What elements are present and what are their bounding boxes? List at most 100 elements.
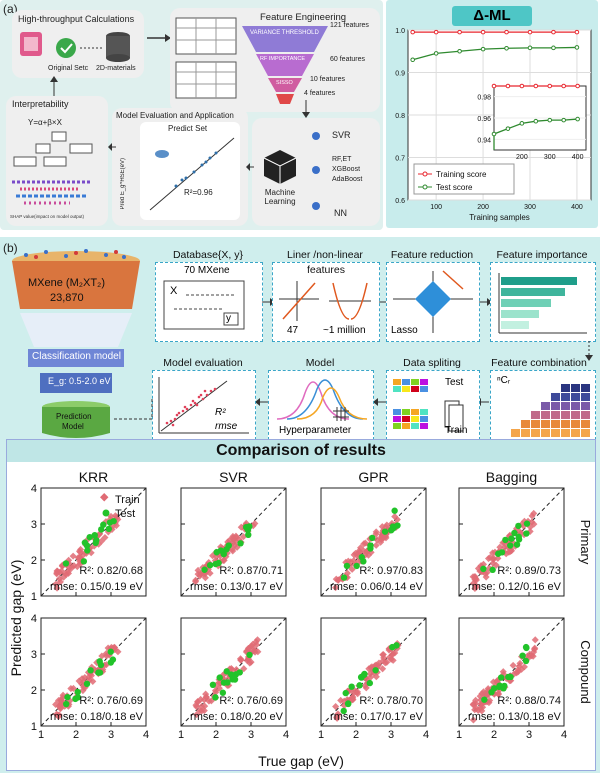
decision-tree (13, 131, 93, 167)
test-point (216, 674, 223, 681)
test-point (480, 565, 487, 573)
staircase-cell (521, 420, 530, 428)
series-point (504, 29, 509, 35)
eval-scatter (158, 377, 249, 434)
x-tick-label: 2 (491, 729, 497, 741)
arrow-left-2 (246, 163, 254, 171)
x-tick-label: 2 (73, 729, 79, 741)
x-tick-label: 1 (456, 729, 462, 741)
x-axis-label: Training samples (469, 213, 530, 222)
staircase-cell (541, 411, 550, 419)
test-point (74, 688, 81, 696)
train-point (492, 561, 500, 569)
test-point (360, 558, 367, 565)
staircase-cell (571, 393, 580, 401)
test-point (110, 517, 117, 525)
xy-sheet (163, 280, 245, 330)
y-tick-label: 3 (31, 519, 37, 531)
mxene-count: 23,870 (50, 292, 84, 304)
arrow-up-1 (50, 76, 58, 96)
test-point (109, 656, 117, 663)
series-point (457, 48, 462, 54)
interpretability-title: Interpretability (12, 99, 69, 109)
predict-set: Predict Set (168, 124, 208, 133)
ml-box: Machine Learning SVR RF,ET XGBoost AdaBo… (252, 118, 380, 226)
eval-point (197, 395, 201, 399)
x-tick-label: 3 (108, 729, 114, 741)
train-point (362, 684, 370, 692)
comparison-grid: KRR SVR GPR Bagging Primary Compound Predicted… (8, 469, 593, 769)
train-point (194, 570, 202, 578)
cube-icon (263, 150, 297, 184)
train-point (514, 666, 522, 674)
row-label-primary: Primary (578, 520, 593, 565)
x-tick-label: 400 (571, 204, 583, 211)
test-point (83, 542, 91, 549)
eval-point (181, 409, 185, 413)
classification-model: Classification model (32, 351, 121, 362)
test-point (523, 520, 531, 527)
rmse-label: rmse: 0.17/0.17 eV (330, 711, 424, 723)
test-point (381, 528, 389, 535)
series-point (433, 29, 439, 35)
test-point (62, 560, 70, 567)
test-point (481, 696, 488, 703)
x-tick-label: 1 (318, 729, 324, 741)
x-tick-label: 3 (526, 729, 532, 741)
test-point (83, 680, 91, 688)
eval-point (183, 405, 187, 409)
n1m: ~1 million (323, 325, 366, 336)
classification-bar (28, 349, 124, 367)
feature-reduction-box: Lasso (386, 262, 480, 342)
y-tick-label: 2 (31, 685, 37, 697)
fit-line (149, 137, 235, 211)
series-point (410, 57, 415, 63)
test-point (230, 674, 238, 682)
rmse-label: rmse: 0.18/0.20 eV (190, 711, 284, 723)
inset-point (519, 83, 525, 89)
eval-point (175, 413, 179, 417)
test-point (98, 526, 105, 533)
interpretability-box: Interpretability Y=α+β×X SHAP value(impa… (6, 96, 108, 226)
x-tick-label: 4 (561, 729, 567, 741)
arrow-b4 (585, 341, 593, 361)
test-point (340, 707, 347, 715)
y-tick-label: 2 (31, 555, 37, 567)
feature-engineering-box: Feature Engineering VARIANCE THRESHOLD R… (170, 8, 380, 112)
r2-label: R²: 0.82/0.68 (79, 565, 143, 577)
eg-bar (40, 373, 112, 393)
ylabel-pred: Pred E_g^HSE(eV) (120, 158, 126, 210)
prediction-model-2: Model (62, 422, 84, 431)
r2-label: R²: 0.78/0.70 (359, 695, 423, 707)
series-point (527, 45, 533, 51)
feature-importance-title: Feature importance (496, 249, 588, 261)
eval-point (199, 393, 203, 397)
train-point (348, 565, 356, 573)
staircase-cell (511, 429, 520, 437)
model-evaluation-title: Model evaluation (163, 357, 243, 369)
inset-point (505, 126, 511, 131)
y-tick-label: 1 (31, 721, 37, 733)
database-icon (106, 36, 130, 58)
staircase-cell (531, 429, 540, 437)
train-point (520, 663, 528, 671)
series-point (551, 29, 556, 35)
train-point (198, 707, 206, 715)
inset-point (533, 118, 539, 124)
lasso-label: Lasso (391, 325, 418, 336)
train-point (69, 552, 77, 560)
r2-value: R²=0.96 (184, 188, 213, 197)
adaboost-label: AdaBoost (332, 176, 363, 183)
eval-point (171, 423, 175, 427)
ncr-label: ⁿCᵣ (497, 375, 511, 386)
test-point (105, 525, 113, 533)
x-tick-label: 4 (283, 729, 289, 741)
test-point (513, 541, 521, 548)
test-point (507, 542, 514, 549)
test-point (519, 652, 526, 659)
staircase-cell (551, 393, 560, 401)
test-point (92, 539, 99, 547)
test-point (345, 700, 352, 707)
inset-point (533, 83, 539, 89)
liner-curves (279, 281, 371, 321)
